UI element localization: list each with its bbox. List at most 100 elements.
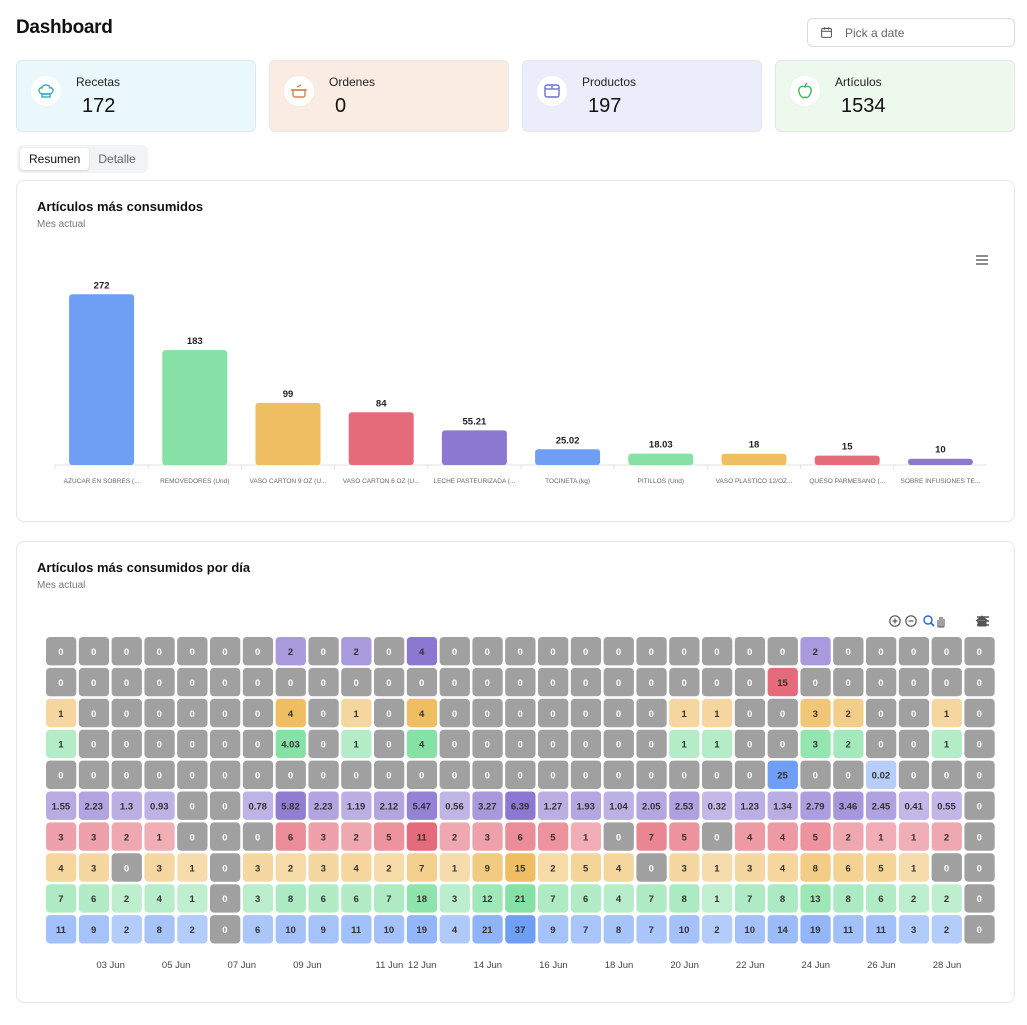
heatmap-cell[interactable] bbox=[111, 760, 142, 789]
heatmap-cell[interactable] bbox=[406, 884, 438, 913]
heatmap-cell[interactable] bbox=[275, 884, 306, 913]
heatmap-cell[interactable] bbox=[636, 667, 667, 697]
heatmap-cell[interactable] bbox=[275, 637, 306, 666]
heatmap-cell[interactable] bbox=[734, 791, 766, 820]
heatmap-cell[interactable] bbox=[767, 637, 798, 666]
heatmap-cell[interactable] bbox=[111, 853, 142, 882]
heatmap-cell[interactable] bbox=[177, 915, 208, 944]
heatmap-cell[interactable] bbox=[931, 698, 962, 728]
heatmap-cell[interactable] bbox=[341, 760, 372, 789]
heatmap-cell[interactable] bbox=[210, 667, 241, 697]
chart-menu-icon[interactable] bbox=[975, 254, 989, 266]
heatmap-cell[interactable] bbox=[210, 822, 241, 851]
heatmap-cell[interactable] bbox=[931, 884, 962, 913]
heatmap-cell[interactable] bbox=[669, 853, 700, 882]
heatmap-cell[interactable] bbox=[964, 853, 995, 882]
heatmap-cell[interactable] bbox=[439, 698, 470, 728]
heatmap-cell[interactable] bbox=[570, 667, 602, 697]
heatmap-cell[interactable] bbox=[144, 637, 175, 666]
heatmap-cell[interactable] bbox=[374, 637, 405, 666]
heatmap-cell[interactable] bbox=[767, 822, 798, 851]
heatmap-cell[interactable] bbox=[538, 884, 569, 913]
heatmap-cell[interactable] bbox=[898, 791, 930, 820]
heatmap-cell[interactable] bbox=[341, 667, 372, 697]
heatmap-cell[interactable] bbox=[242, 729, 274, 759]
heatmap-cell[interactable] bbox=[702, 884, 733, 913]
heatmap-cell[interactable] bbox=[406, 760, 438, 789]
heatmap-cell[interactable] bbox=[210, 853, 241, 882]
heatmap-cell[interactable] bbox=[931, 822, 962, 851]
heatmap-cell[interactable] bbox=[439, 667, 470, 697]
heatmap-cell[interactable] bbox=[505, 884, 536, 913]
heatmap-cell[interactable] bbox=[538, 637, 569, 666]
heatmap-cell[interactable] bbox=[669, 760, 700, 789]
bar[interactable] bbox=[721, 453, 787, 465]
heatmap-cell[interactable] bbox=[308, 637, 339, 666]
heatmap-cell[interactable] bbox=[800, 884, 831, 913]
heatmap-cell[interactable] bbox=[46, 853, 77, 882]
heatmap-cell[interactable] bbox=[144, 884, 175, 913]
heatmap-cell[interactable] bbox=[46, 884, 77, 913]
heatmap-cell[interactable] bbox=[734, 884, 766, 913]
heatmap-cell[interactable] bbox=[800, 791, 831, 820]
heatmap-cell[interactable] bbox=[308, 729, 339, 759]
heatmap-cell[interactable] bbox=[931, 729, 962, 759]
heatmap-cell[interactable] bbox=[800, 729, 831, 759]
heatmap-cell[interactable] bbox=[210, 729, 241, 759]
heatmap-cell[interactable] bbox=[439, 637, 470, 666]
heatmap-cell[interactable] bbox=[308, 698, 339, 728]
heatmap-cell[interactable] bbox=[898, 915, 930, 944]
heatmap-cell[interactable] bbox=[210, 884, 241, 913]
heatmap-cell[interactable] bbox=[275, 698, 306, 728]
heatmap-cell[interactable] bbox=[570, 915, 602, 944]
heatmap-cell[interactable] bbox=[472, 791, 503, 820]
heatmap-cell[interactable] bbox=[603, 760, 634, 789]
heatmap-cell[interactable] bbox=[275, 822, 306, 851]
heatmap-cell[interactable] bbox=[570, 791, 602, 820]
heatmap-cell[interactable] bbox=[898, 637, 930, 666]
heatmap-cell[interactable] bbox=[800, 853, 831, 882]
heatmap-cell[interactable] bbox=[898, 729, 930, 759]
heatmap-cell[interactable] bbox=[833, 791, 864, 820]
heatmap-cell[interactable] bbox=[406, 915, 438, 944]
bar[interactable] bbox=[535, 449, 601, 465]
heatmap-cell[interactable] bbox=[505, 760, 536, 789]
heatmap-cell[interactable] bbox=[800, 667, 831, 697]
heatmap-cell[interactable] bbox=[406, 637, 438, 666]
bar[interactable] bbox=[814, 455, 880, 465]
heatmap-cell[interactable] bbox=[341, 853, 372, 882]
heatmap-cell[interactable] bbox=[406, 853, 438, 882]
heatmap-cell[interactable] bbox=[78, 884, 110, 913]
heatmap-cell[interactable] bbox=[46, 822, 77, 851]
heatmap-cell[interactable] bbox=[898, 667, 930, 697]
heatmap-cell[interactable] bbox=[898, 853, 930, 882]
heatmap-cell[interactable] bbox=[538, 915, 569, 944]
heatmap-cell[interactable] bbox=[177, 729, 208, 759]
heatmap-cell[interactable] bbox=[538, 729, 569, 759]
heatmap-cell[interactable] bbox=[603, 667, 634, 697]
heatmap-cell[interactable] bbox=[46, 698, 77, 728]
heatmap-cell[interactable] bbox=[177, 637, 208, 666]
bar[interactable] bbox=[255, 402, 321, 465]
heatmap-cell[interactable] bbox=[177, 791, 208, 820]
heatmap-cell[interactable] bbox=[702, 667, 733, 697]
heatmap-cell[interactable] bbox=[177, 853, 208, 882]
heatmap-cell[interactable] bbox=[406, 729, 438, 759]
heatmap-cell[interactable] bbox=[734, 760, 766, 789]
heatmap-cell[interactable] bbox=[636, 884, 667, 913]
heatmap-cell[interactable] bbox=[78, 853, 110, 882]
heatmap-cell[interactable] bbox=[734, 729, 766, 759]
bar[interactable] bbox=[907, 458, 973, 465]
heatmap-cell[interactable] bbox=[242, 853, 274, 882]
heatmap-cell[interactable] bbox=[210, 915, 241, 944]
heatmap-cell[interactable] bbox=[275, 791, 306, 820]
heatmap-cell[interactable] bbox=[636, 729, 667, 759]
heatmap-cell[interactable] bbox=[833, 915, 864, 944]
heatmap-cell[interactable] bbox=[144, 760, 175, 789]
heatmap-cell[interactable] bbox=[505, 698, 536, 728]
heatmap-cell[interactable] bbox=[669, 698, 700, 728]
heatmap-cell[interactable] bbox=[603, 915, 634, 944]
heatmap-cell[interactable] bbox=[800, 637, 831, 666]
heatmap-cell[interactable] bbox=[931, 760, 962, 789]
heatmap-cell[interactable] bbox=[210, 760, 241, 789]
